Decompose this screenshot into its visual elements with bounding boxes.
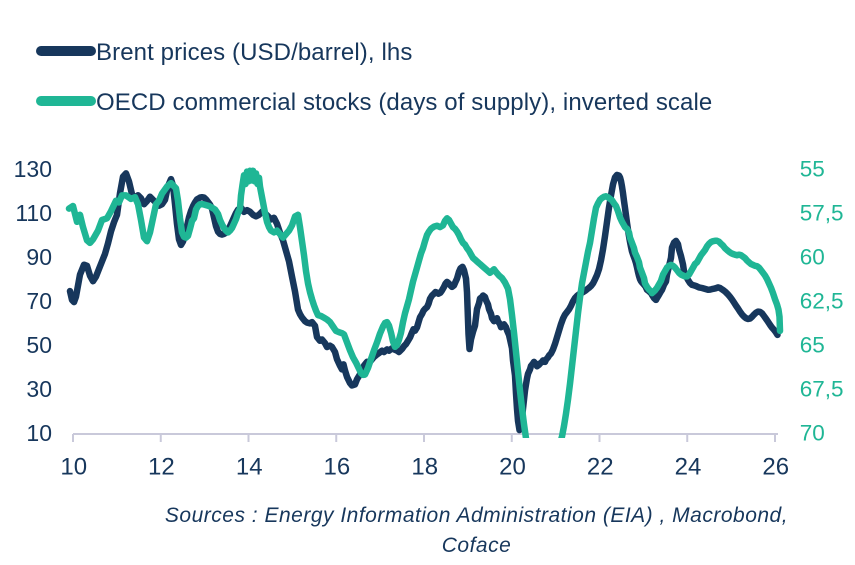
svg-text:10: 10 <box>60 453 87 480</box>
svg-text:50: 50 <box>26 332 52 358</box>
svg-text:26: 26 <box>762 453 789 480</box>
svg-text:24: 24 <box>675 453 702 480</box>
svg-text:57,5: 57,5 <box>800 200 844 225</box>
svg-text:110: 110 <box>15 200 52 226</box>
svg-text:62,5: 62,5 <box>800 288 844 313</box>
svg-text:16: 16 <box>324 453 351 480</box>
svg-text:20: 20 <box>499 453 526 480</box>
svg-text:90: 90 <box>26 244 52 270</box>
svg-text:22: 22 <box>587 453 614 480</box>
svg-text:14: 14 <box>236 453 263 480</box>
svg-text:55: 55 <box>800 156 825 181</box>
svg-text:70: 70 <box>26 288 52 314</box>
svg-text:70: 70 <box>800 420 825 445</box>
svg-text:18: 18 <box>411 453 438 480</box>
svg-text:130: 130 <box>14 156 52 182</box>
svg-text:67,5: 67,5 <box>800 376 844 401</box>
svg-text:30: 30 <box>26 376 52 402</box>
svg-text:65: 65 <box>800 332 825 357</box>
svg-text:12: 12 <box>148 453 175 480</box>
svg-text:10: 10 <box>26 420 52 446</box>
svg-text:60: 60 <box>800 244 825 269</box>
